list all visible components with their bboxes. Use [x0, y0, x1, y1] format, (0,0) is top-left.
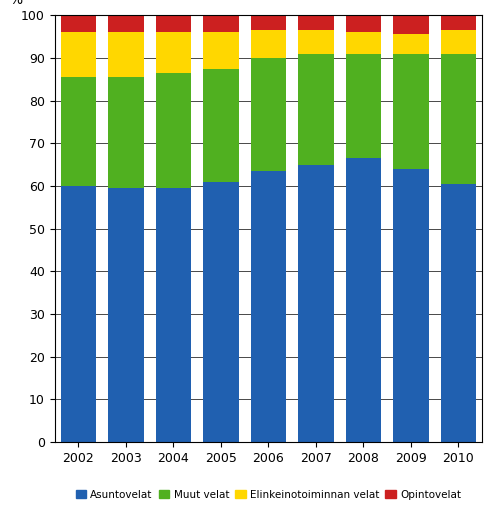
Bar	[345, 15, 381, 33]
Bar	[393, 35, 428, 54]
Legend: Asuntovelat, Muut velat, Elinkeinotoiminnan velat, Opintovelat: Asuntovelat, Muut velat, Elinkeinotoimin…	[72, 486, 465, 504]
Bar	[108, 33, 144, 77]
Bar	[61, 77, 96, 186]
Bar	[298, 15, 333, 30]
Bar	[61, 15, 96, 33]
Bar	[250, 30, 286, 58]
Bar	[61, 186, 96, 442]
Bar	[108, 15, 144, 33]
Bar	[345, 158, 381, 442]
Bar	[61, 33, 96, 77]
Bar	[250, 58, 286, 171]
Bar	[393, 54, 428, 169]
Bar	[298, 30, 333, 54]
Bar	[156, 15, 191, 33]
Bar	[250, 15, 286, 30]
Bar	[345, 33, 381, 54]
Bar	[393, 15, 428, 35]
Bar	[203, 69, 239, 182]
Bar	[298, 54, 333, 165]
Bar	[156, 73, 191, 188]
Bar	[156, 188, 191, 442]
Bar	[250, 171, 286, 442]
Bar	[440, 15, 476, 30]
Bar	[156, 33, 191, 73]
Bar	[108, 77, 144, 188]
Bar	[203, 182, 239, 442]
Bar	[440, 184, 476, 442]
Bar	[393, 169, 428, 442]
Bar	[345, 54, 381, 158]
Bar	[298, 165, 333, 442]
Bar	[203, 15, 239, 33]
Bar	[203, 33, 239, 69]
Bar	[108, 188, 144, 442]
Y-axis label: %: %	[9, 0, 23, 7]
Bar	[440, 30, 476, 54]
Bar	[440, 54, 476, 184]
